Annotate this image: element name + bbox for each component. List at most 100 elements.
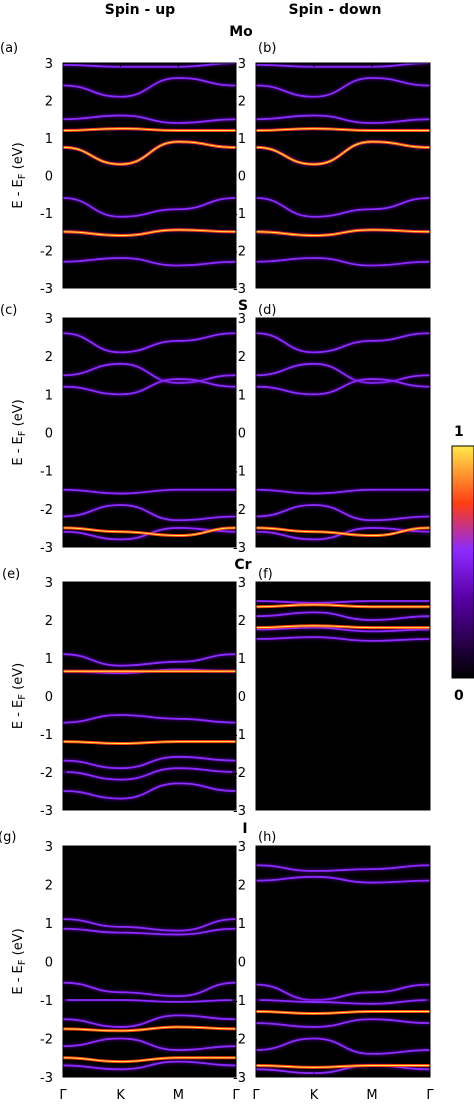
- y-tick-label: -1: [233, 728, 246, 743]
- band-line: [63, 1037, 236, 1051]
- band-line: [256, 626, 430, 633]
- y-tick-label: -2: [233, 766, 246, 781]
- y-tick-label: 2: [238, 614, 246, 629]
- y-tick-label: 3: [45, 57, 53, 72]
- spin-up-header: Spin - up: [105, 2, 175, 18]
- y-tick-label: 2: [45, 879, 53, 894]
- band-line: [256, 999, 430, 1005]
- y-tick-label: 0: [238, 956, 246, 971]
- band-line: [63, 488, 236, 495]
- y-tick-label: 1: [45, 917, 53, 932]
- band-line: [63, 767, 236, 781]
- band-line: [256, 257, 430, 267]
- y-tick-label: 1: [238, 388, 246, 403]
- band-line-peak: [256, 141, 430, 165]
- panel-letter-a: (a): [0, 41, 18, 56]
- y-tick-label: 0: [238, 690, 246, 705]
- y-tick-label: -1: [40, 465, 53, 480]
- y-tick-label: 2: [238, 350, 246, 365]
- band-line-peak: [63, 1026, 236, 1032]
- y-tick-label: -2: [233, 503, 246, 518]
- band-line: [63, 981, 236, 998]
- band-line: [256, 875, 430, 884]
- band-line: [63, 653, 236, 667]
- y-tick-label: 3: [45, 840, 53, 855]
- band-line: [63, 504, 236, 522]
- y-tick-label: 0: [45, 427, 53, 442]
- y-tick-label: 0: [45, 690, 53, 705]
- band-line: [63, 257, 236, 267]
- band-line: [256, 636, 430, 642]
- y-tick-label: -3: [40, 541, 53, 556]
- panel-h: 3 2 1 0 -1 -2 -3 Γ K M Γ: [233, 840, 434, 1103]
- band-line: [63, 77, 236, 98]
- y-tick-label: -1: [40, 728, 53, 743]
- y-tick-label: -2: [233, 245, 246, 260]
- y-tick-label: 3: [45, 312, 53, 327]
- panel-letter-d: (d): [258, 303, 276, 318]
- y-tick-label: -2: [233, 1033, 246, 1048]
- y-tick-label: 1: [238, 917, 246, 932]
- y-tick-label: 2: [45, 350, 53, 365]
- y-axis-label: E - EF (eV): [11, 142, 28, 208]
- band-line-peak: [63, 741, 236, 745]
- band-line: [63, 1014, 236, 1028]
- y-tick-label: -3: [40, 1071, 53, 1086]
- band-line: [256, 611, 430, 621]
- band-line-peak: [256, 527, 430, 537]
- band-line: [63, 927, 236, 936]
- x-tick-label: Γ: [426, 1088, 434, 1103]
- band-line-peak: [256, 229, 430, 237]
- y-tick-label: 2: [238, 879, 246, 894]
- panel-letter-c: (c): [0, 303, 17, 318]
- y-axis-label: E - EF (eV): [11, 928, 28, 994]
- y-tick-label: -2: [40, 766, 53, 781]
- x-tick-label: K: [116, 1088, 125, 1103]
- x-tick-label: M: [366, 1088, 377, 1103]
- atom-label-cr: Cr: [234, 557, 251, 573]
- band-line-peak: [63, 1057, 236, 1063]
- y-tick-label: -3: [233, 804, 246, 819]
- band-line: [256, 332, 430, 354]
- band-line-peak: [256, 128, 430, 131]
- band-line: [256, 114, 430, 124]
- atom-label-i: I: [242, 821, 247, 837]
- y-tick-label: 2: [45, 614, 53, 629]
- y-tick-label: -2: [40, 1033, 53, 1048]
- colorbar-max-label: 1: [454, 424, 464, 440]
- y-tick-label: -3: [40, 282, 53, 297]
- x-tick-label: M: [173, 1088, 184, 1103]
- y-tick-label: -1: [233, 207, 246, 222]
- y-tick-label: 1: [238, 652, 246, 667]
- band-line: [256, 864, 430, 872]
- colorbar: 1 0: [451, 424, 474, 704]
- spin-down-header: Spin - down: [289, 2, 382, 18]
- plot-background: [256, 63, 430, 288]
- band-line: [63, 782, 236, 800]
- band-line: [256, 600, 430, 604]
- panel-c: 3 2 1 0 -1 -2 -3 E - EF (eV): [11, 312, 237, 556]
- y-tick-label: -1: [233, 994, 246, 1009]
- band-line: [256, 1018, 430, 1028]
- y-axis-label: E - EF (eV): [11, 399, 28, 465]
- band-line: [63, 332, 236, 354]
- panel-e: 3 2 1 0 -1 -2 -3 E - EF (eV): [11, 576, 237, 819]
- band-line: [63, 918, 236, 932]
- y-tick-label: 1: [238, 132, 246, 147]
- y-tick-label: 2: [45, 95, 53, 110]
- band-line: [256, 504, 430, 522]
- atom-label-mo: Mo: [229, 24, 253, 40]
- band-line: [256, 983, 430, 1001]
- y-tick-label: 2: [238, 95, 246, 110]
- x-tick-label: Γ: [232, 1088, 240, 1103]
- band-line: [256, 488, 430, 495]
- panel-d: 3 2 1 0 -1 -2 -3: [233, 312, 431, 556]
- y-tick-label: 0: [238, 427, 246, 442]
- y-tick-label: 3: [238, 57, 246, 72]
- band-line: [256, 378, 430, 396]
- y-tick-label: 1: [45, 652, 53, 667]
- plot-background: [63, 846, 236, 1077]
- x-tick-label: Γ: [59, 1088, 67, 1103]
- band-line: [63, 999, 236, 1003]
